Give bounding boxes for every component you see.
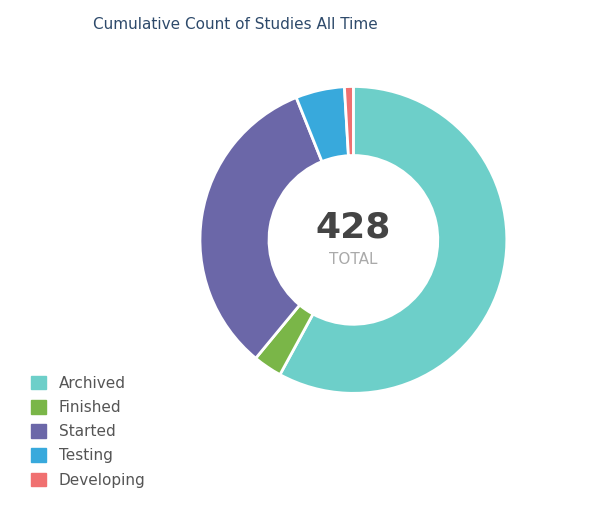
Legend: Archived, Finished, Started, Testing, Developing: Archived, Finished, Started, Testing, De… [23,368,153,495]
Wedge shape [344,87,353,156]
Wedge shape [200,97,322,358]
Wedge shape [296,87,349,162]
Text: Cumulative Count of Studies All Time: Cumulative Count of Studies All Time [92,17,377,32]
Wedge shape [280,87,507,393]
Text: TOTAL: TOTAL [329,252,377,267]
Wedge shape [256,305,313,375]
Text: 428: 428 [316,210,391,245]
